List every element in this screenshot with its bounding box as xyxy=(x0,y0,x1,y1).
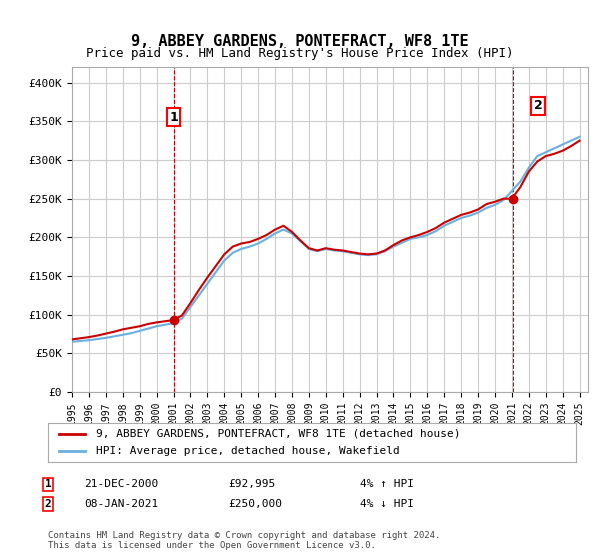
Text: £92,995: £92,995 xyxy=(228,479,275,489)
Text: HPI: Average price, detached house, Wakefield: HPI: Average price, detached house, Wake… xyxy=(95,446,399,456)
Text: 21-DEC-2000: 21-DEC-2000 xyxy=(84,479,158,489)
Text: 4% ↑ HPI: 4% ↑ HPI xyxy=(360,479,414,489)
Text: 9, ABBEY GARDENS, PONTEFRACT, WF8 1TE (detached house): 9, ABBEY GARDENS, PONTEFRACT, WF8 1TE (d… xyxy=(95,429,460,439)
Text: £250,000: £250,000 xyxy=(228,499,282,509)
Text: 1: 1 xyxy=(44,479,52,489)
Text: 08-JAN-2021: 08-JAN-2021 xyxy=(84,499,158,509)
Text: 1: 1 xyxy=(169,111,178,124)
Text: 2: 2 xyxy=(44,499,52,509)
Text: Contains HM Land Registry data © Crown copyright and database right 2024.
This d: Contains HM Land Registry data © Crown c… xyxy=(48,531,440,550)
Text: 9, ABBEY GARDENS, PONTEFRACT, WF8 1TE: 9, ABBEY GARDENS, PONTEFRACT, WF8 1TE xyxy=(131,35,469,49)
Text: 4% ↓ HPI: 4% ↓ HPI xyxy=(360,499,414,509)
Text: 2: 2 xyxy=(534,99,542,113)
Text: Price paid vs. HM Land Registry's House Price Index (HPI): Price paid vs. HM Land Registry's House … xyxy=(86,46,514,60)
